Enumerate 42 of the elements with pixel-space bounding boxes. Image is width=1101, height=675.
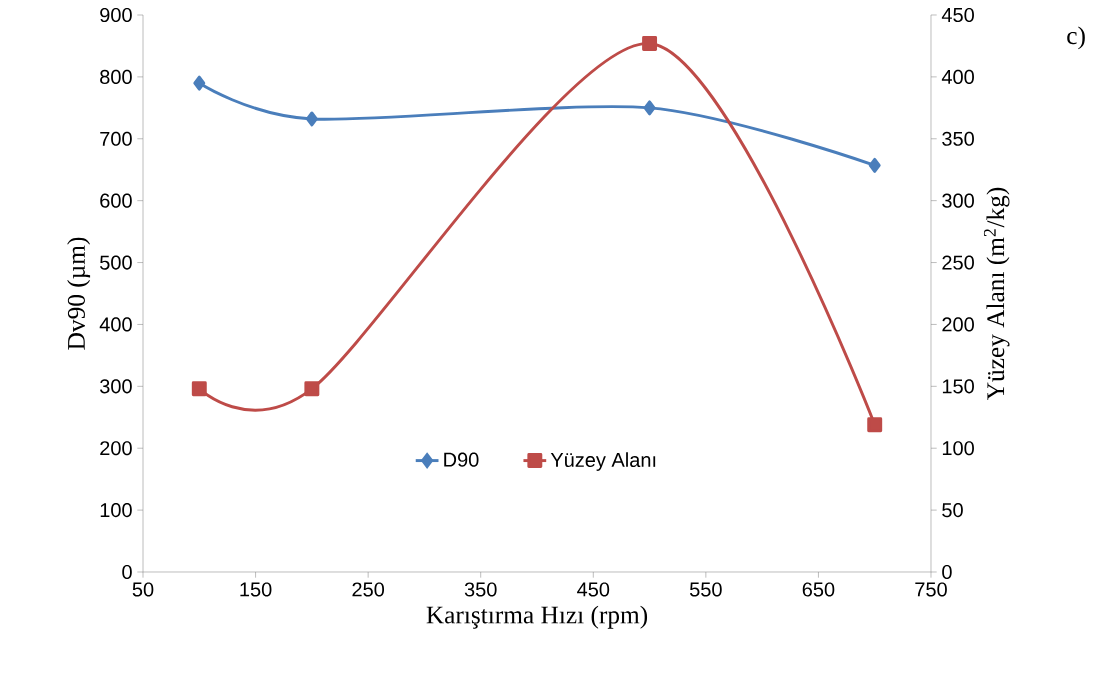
y-tick-label: 300	[99, 379, 132, 394]
legend-label: D90	[444, 452, 479, 467]
x-tick-label: 250	[352, 582, 385, 597]
point	[305, 111, 318, 127]
y-tick-label: 400	[99, 317, 132, 332]
legend-label: Yüzey Alanı	[550, 452, 656, 471]
x-tick-label: 750	[915, 582, 947, 597]
point	[867, 417, 883, 433]
y2-tick-label: 100	[942, 441, 974, 456]
y2-tick-label: 250	[942, 255, 974, 270]
y-tick-label: 500	[100, 255, 132, 270]
y-tick-label: 100	[100, 503, 132, 518]
y2-tick-label: 400	[941, 69, 974, 84]
x-axis-title: Karıştırma Hızı (rpm)	[426, 605, 648, 629]
y-tick-label: 0	[122, 564, 132, 580]
text: c)	[1067, 26, 1085, 50]
point	[304, 381, 320, 397]
y2-tick-label: 150	[942, 379, 974, 394]
y-tick-label: 900	[100, 7, 132, 23]
y2-tick-label: 450	[941, 7, 974, 23]
y2-tick-label: 350	[942, 131, 974, 146]
point	[868, 157, 881, 173]
x-tick-label: 350	[464, 582, 497, 597]
point	[193, 75, 206, 91]
x-tick-label: 550	[689, 582, 722, 597]
point	[642, 35, 658, 51]
y2-tick-label: 300	[942, 193, 974, 208]
y2-tick-label: 50	[942, 503, 963, 518]
y-tick-label: 700	[100, 131, 132, 146]
y2-axis-title: Yüzey Alanı (m$^{2}$/kg)	[983, 187, 1010, 400]
x-tick-label: 150	[240, 582, 272, 597]
x-tick-label: 650	[802, 582, 835, 597]
y-tick-label: 600	[100, 193, 132, 208]
x-tick-label: 450	[577, 582, 610, 597]
y-tick-label: 200	[100, 441, 132, 456]
point	[191, 381, 207, 397]
y2-tick-label: 0	[942, 564, 952, 580]
y-tick-label: 800	[100, 69, 132, 84]
y2-tick-label: 200	[942, 317, 974, 332]
x-tick-label: 50	[132, 582, 154, 597]
y-axis-title: Dv90 (µm)	[67, 237, 91, 350]
point	[643, 100, 656, 116]
